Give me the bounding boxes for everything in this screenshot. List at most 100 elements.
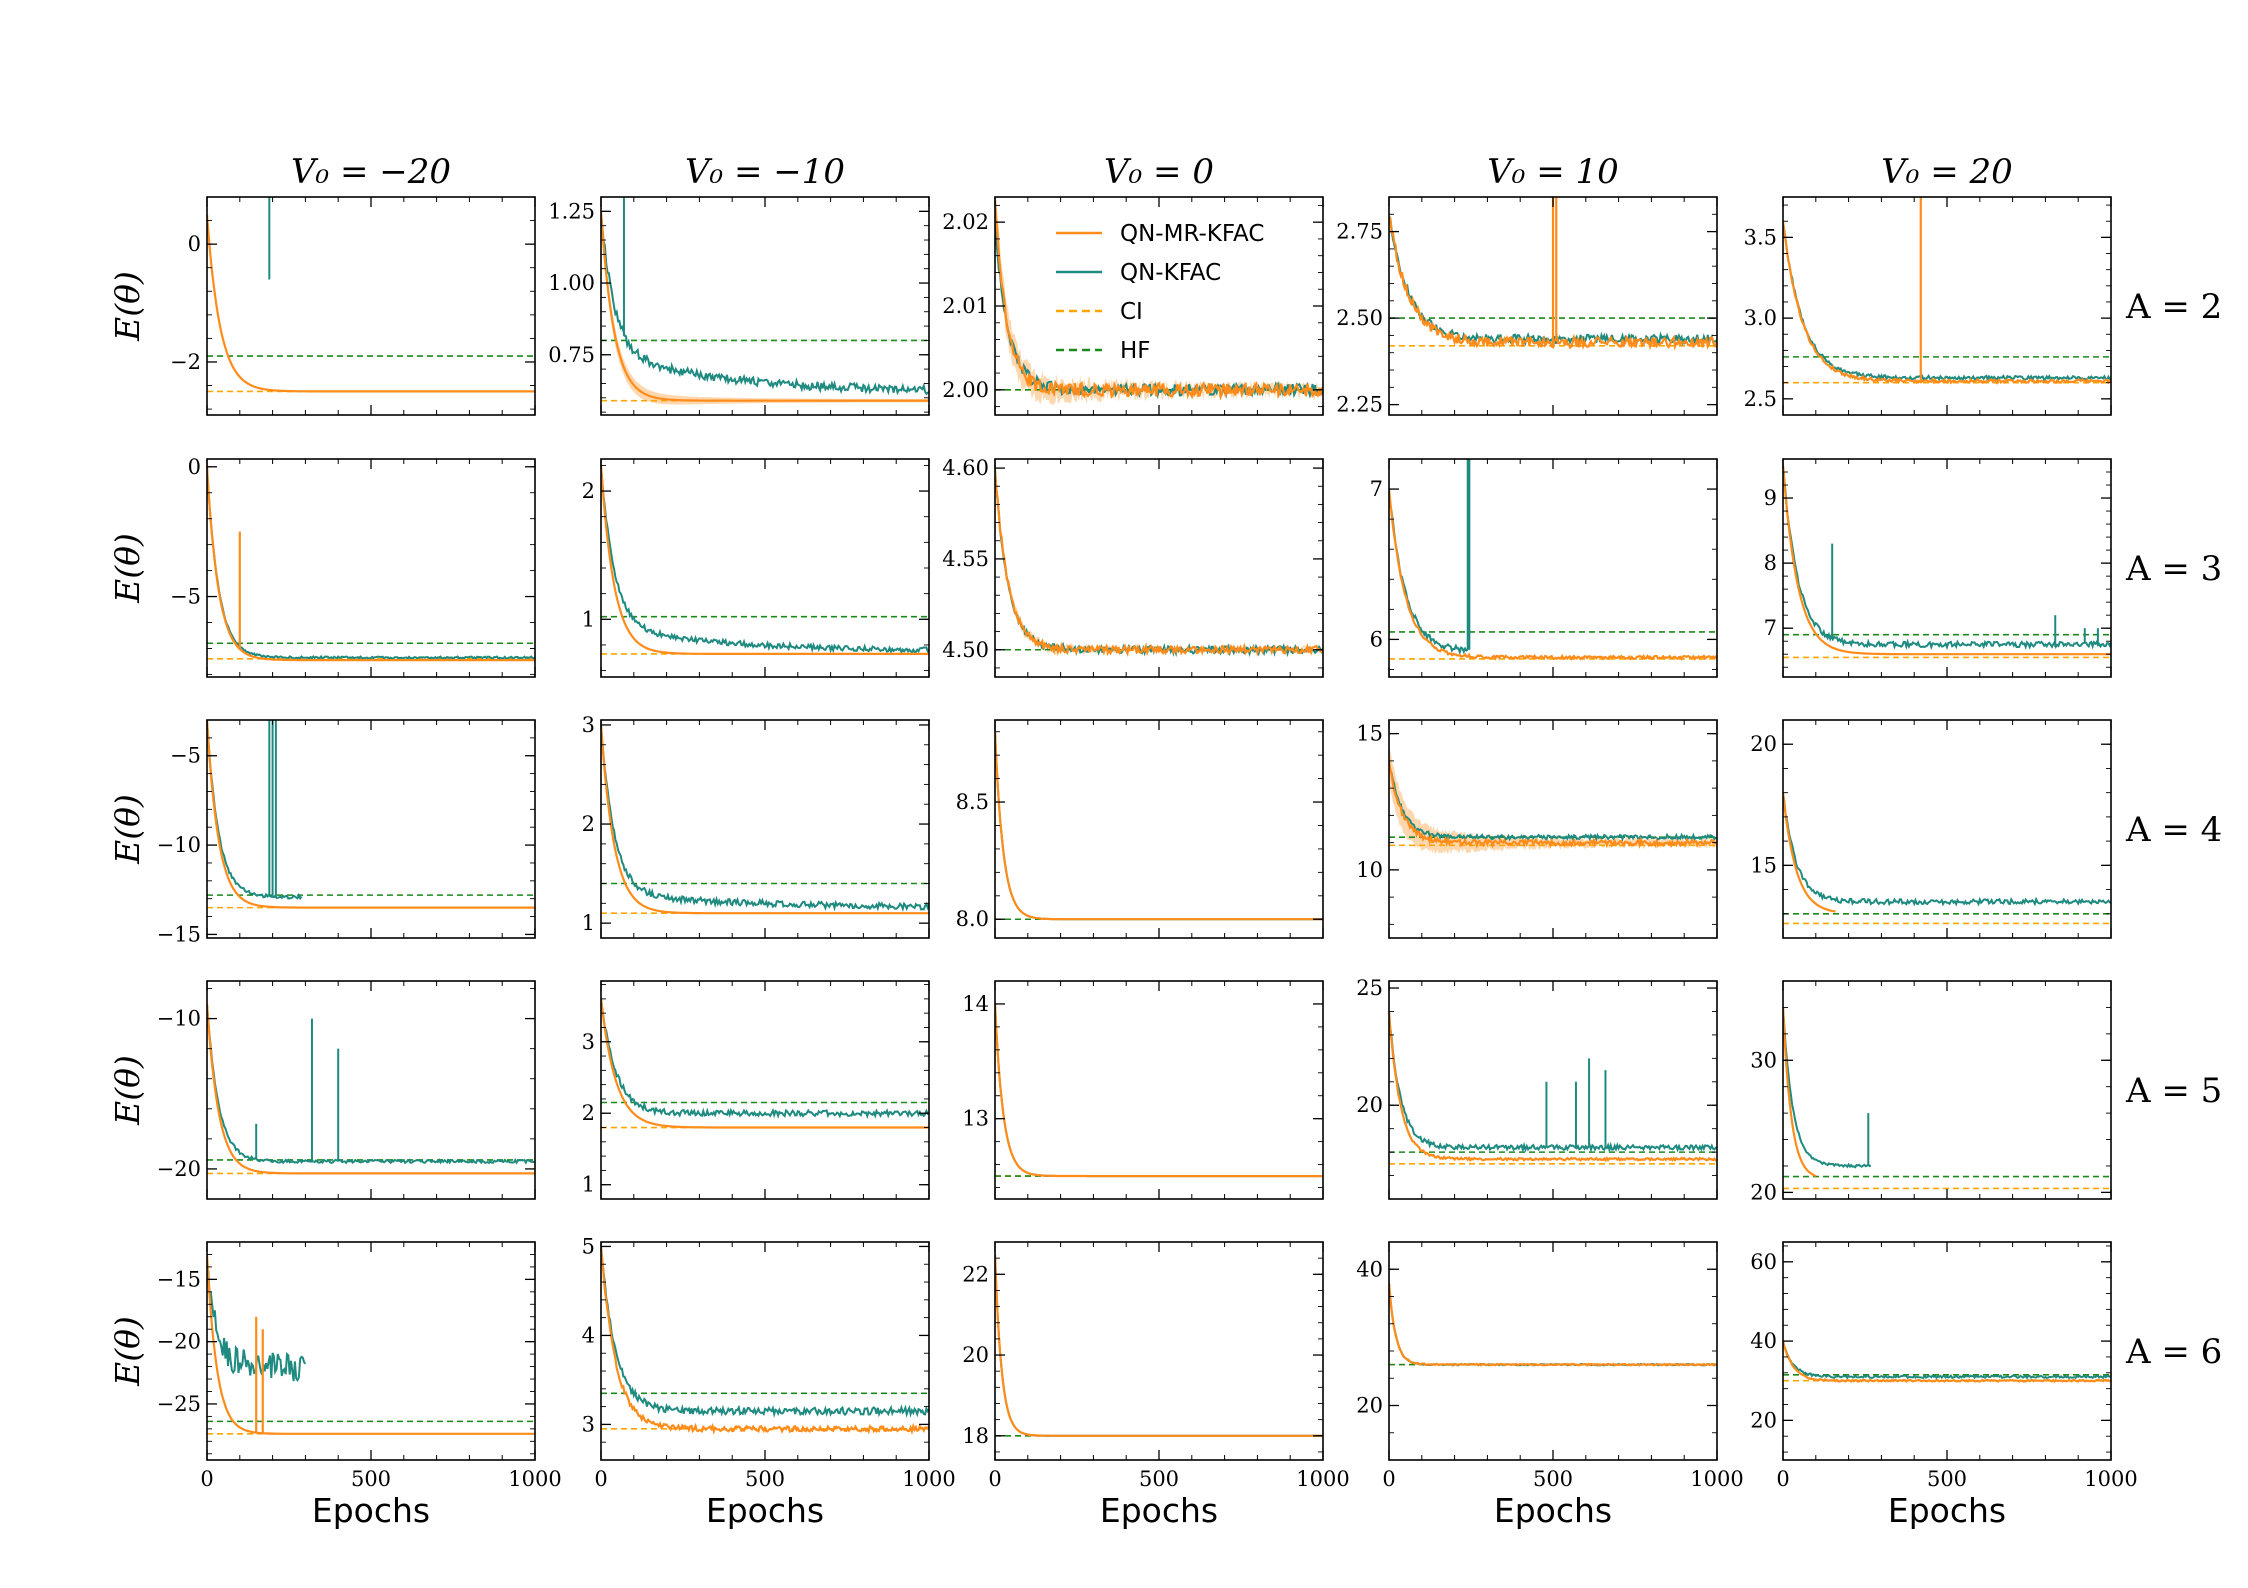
qn-kfac-line <box>1389 1011 1717 1154</box>
qn-mr-kfac-line <box>601 1246 929 1435</box>
y-tick-label: 15 <box>1750 853 1777 877</box>
qn-mr-kfac-line <box>601 724 929 915</box>
qn-mr-kfac-line <box>207 466 535 662</box>
qn-kfac-line <box>1783 1340 2111 1380</box>
panel-frame <box>1782 1241 2112 1461</box>
y-tick-label: 4 <box>582 1323 595 1347</box>
qn-kfac-line <box>1783 466 2111 651</box>
y-tick-label: 2.75 <box>1336 220 1383 244</box>
qn-mr-kfac-line <box>1389 489 1717 662</box>
qn-mr-kfac-line <box>601 465 929 655</box>
panel-a3-v1: 12 <box>582 458 930 678</box>
y-tick-label: 10 <box>1356 858 1383 882</box>
panel-frame <box>1388 719 1718 939</box>
y-tick-label: 7 <box>1370 477 1383 501</box>
panel-a4-v1: 1 2 3 <box>582 713 930 939</box>
qn-mr-kfac-line <box>207 1003 535 1175</box>
column-title: V₀ = 10 <box>1487 152 1619 192</box>
y-tick-label: −15 <box>157 922 201 946</box>
plot-area <box>1389 742 1717 855</box>
qn-mr-kfac-band <box>995 197 1323 406</box>
y-tick-label: 7 <box>1764 616 1777 640</box>
y-tick-label: 8.5 <box>956 790 989 814</box>
x-tick-label: 0 <box>1382 1467 1395 1491</box>
qn-kfac-line <box>601 1246 929 1419</box>
y-tick-label: 1 <box>582 911 595 935</box>
x-axis-label: Epochs <box>706 1491 824 1530</box>
row-label: A = 3 <box>2125 549 2222 589</box>
column-title: V₀ = −10 <box>685 152 845 192</box>
panel-frame <box>994 1241 1324 1461</box>
x-tick-label: 1000 <box>508 1467 561 1491</box>
x-axis-label: Epochs <box>1888 1491 2006 1530</box>
plot-area <box>1389 1011 1717 1165</box>
panel-frame <box>1782 980 2112 1200</box>
y-tick-label: 20 <box>1750 1408 1777 1432</box>
y-tick-label: 20 <box>1356 1394 1383 1418</box>
panel-frame <box>600 458 930 678</box>
y-tick-label: 3 <box>582 1030 595 1054</box>
panel-frame <box>206 196 536 416</box>
row-labels: A = 2 A = 3 A = 4 A = 5 A = 6 <box>2125 287 2222 1372</box>
qn-kfac-line <box>995 224 1323 399</box>
x-tick-label: 0 <box>1776 1467 1789 1491</box>
x-axis-label: Epochs <box>312 1491 430 1530</box>
qn-kfac-line <box>995 731 1323 921</box>
panel-frame <box>1782 719 2112 939</box>
qn-mr-kfac-line <box>1783 1007 1817 1178</box>
plot-area <box>207 1254 535 1435</box>
row-label: A = 2 <box>2125 287 2222 327</box>
qn-mr-kfac-line <box>1783 465 2111 656</box>
y-tick-label: 9 <box>1764 486 1777 510</box>
plot-area <box>995 463 1323 658</box>
plot-area <box>207 197 535 393</box>
x-tick-label: 0 <box>594 1467 607 1491</box>
qn-mr-kfac-band <box>995 463 1323 656</box>
panel-a6-v3: 0 500 1000 Epochs 20 40 <box>1356 1241 1744 1530</box>
qn-kfac-line <box>995 469 1323 658</box>
y-tick-label: 2.5 <box>1744 387 1777 411</box>
qn-mr-kfac-line <box>1783 1341 2111 1384</box>
y-tick-label: 20 <box>1356 1093 1383 1117</box>
x-tick-label: 500 <box>745 1467 785 1491</box>
y-tick-label: 1.25 <box>548 199 595 223</box>
y-axis-label: E(θ) <box>108 271 147 342</box>
plot-area <box>995 197 1323 406</box>
panel-frame <box>994 719 1324 939</box>
y-tick-label: 3.0 <box>1744 306 1777 330</box>
qn-mr-kfac-line <box>995 200 1323 401</box>
row-label: A = 5 <box>2125 1071 2222 1111</box>
plot-area <box>1389 1282 1717 1367</box>
qn-kfac-line <box>601 725 929 913</box>
plot-area <box>995 731 1323 921</box>
qn-kfac-line <box>601 999 929 1120</box>
panel-a2-v3: 2.25 2.50 2.75 <box>1336 196 1718 417</box>
plot-area <box>1783 465 2111 659</box>
panel-a3-v3: 67 <box>1370 458 1718 678</box>
y-tick-label: 2 <box>582 1101 595 1125</box>
qn-mr-kfac-line <box>995 731 1323 921</box>
legend-entry: HF <box>1120 338 1151 364</box>
panel-a5-v0: −10 −20 E(θ) <box>108 980 536 1200</box>
y-tick-label: 4.60 <box>942 456 989 480</box>
plot-area <box>601 998 929 1129</box>
qn-mr-kfac-line <box>207 214 535 393</box>
y-tick-label: 30 <box>1750 1048 1777 1072</box>
y-tick-label: 8.0 <box>956 907 989 931</box>
panel-a2-v2: 2.00 2.01 2.02 <box>942 196 1324 416</box>
panel-a2-v1: 0.75 1.00 1.25 <box>548 196 930 416</box>
qn-kfac-line <box>207 720 303 901</box>
panel-a3-v0: 0 −5 E(θ) <box>108 455 536 678</box>
qn-mr-kfac-line <box>1389 761 1717 850</box>
y-tick-label: 15 <box>1356 722 1383 746</box>
qn-kfac-line <box>1783 1007 1872 1169</box>
qn-mr-kfac-band <box>601 201 929 405</box>
y-tick-label: 3 <box>582 713 595 737</box>
y-tick-label: 60 <box>1750 1250 1777 1274</box>
qn-kfac-line <box>1389 490 1469 656</box>
plot-area <box>207 466 535 662</box>
row-label: A = 4 <box>2125 810 2222 850</box>
panel-frame <box>600 980 930 1200</box>
plot-area <box>601 465 929 655</box>
